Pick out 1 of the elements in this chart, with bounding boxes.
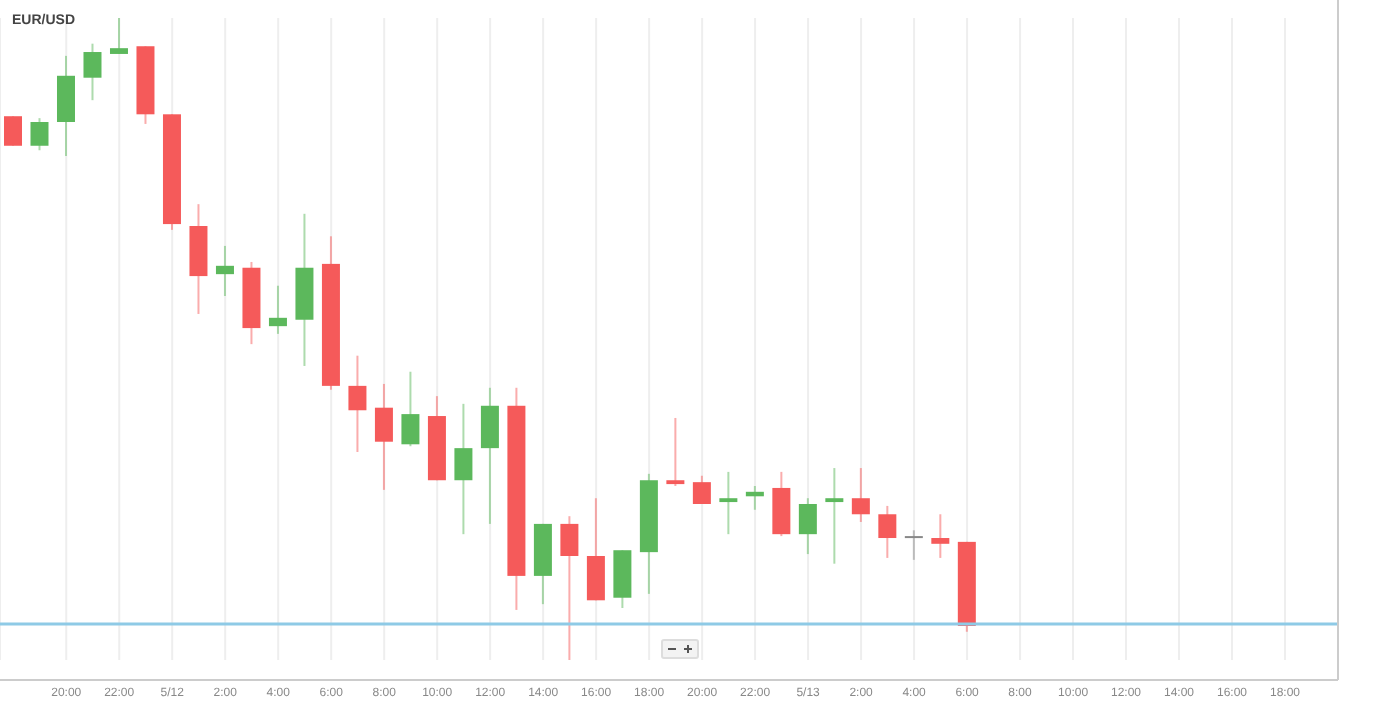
candlestick (4, 115, 22, 147)
